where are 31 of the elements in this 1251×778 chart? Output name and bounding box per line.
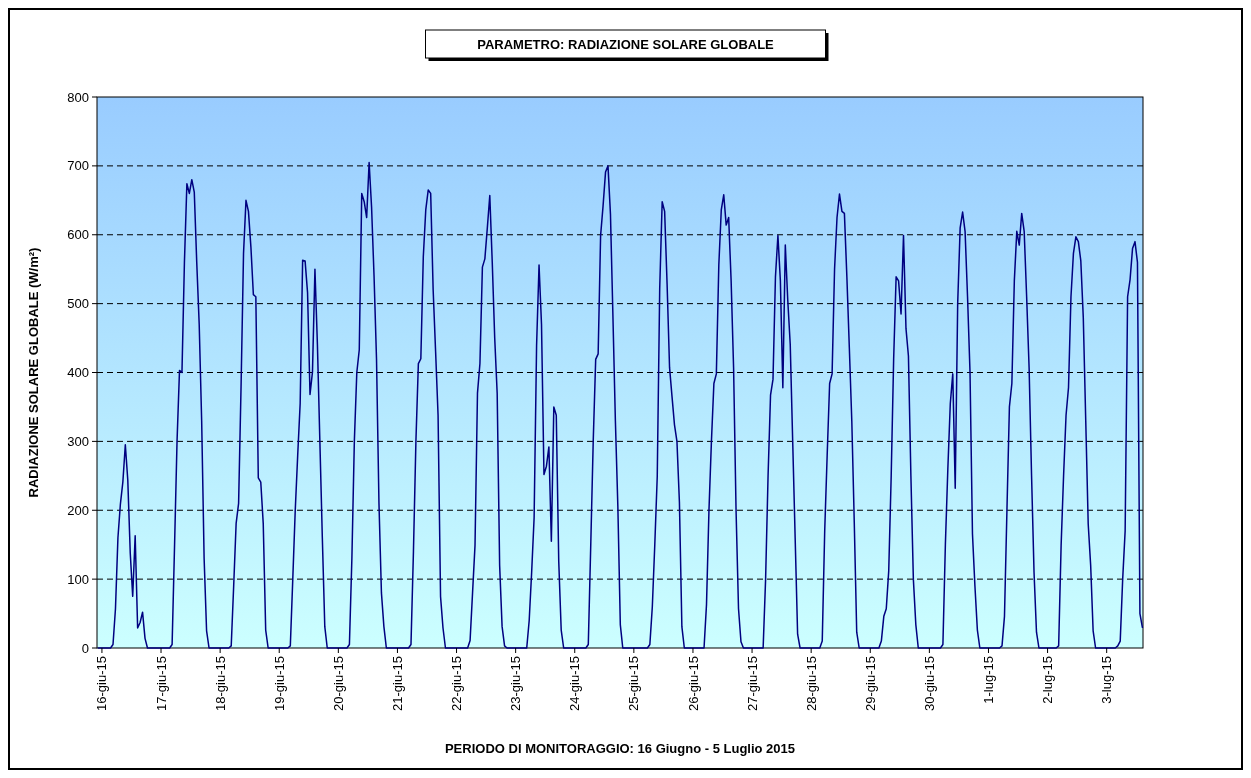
y-tick-label: 0	[81, 640, 89, 656]
y-tick-label: 200	[67, 502, 89, 518]
x-tick-label: 19-giu-15	[271, 656, 287, 711]
x-tick-label: 22-giu-15	[449, 656, 465, 711]
x-tick-label: 23-giu-15	[508, 656, 524, 711]
chart-title: PARAMETRO: RADIAZIONE SOLARE GLOBALE	[477, 37, 775, 52]
x-tick-label: 20-giu-15	[330, 656, 346, 711]
y-tick-label: 500	[67, 296, 89, 312]
y-tick-label: 600	[67, 227, 89, 243]
x-tick-label: 16-giu-15	[94, 656, 110, 711]
y-tick-label: 400	[67, 365, 89, 381]
x-tick-label: 3-lug-15	[1099, 656, 1115, 704]
x-tick-label: 18-giu-15	[212, 656, 228, 711]
y-tick-label: 100	[67, 571, 89, 587]
x-axis-title: PERIODO DI MONITORAGGIO: 16 Giugno - 5 Luglio 2015	[444, 741, 796, 756]
x-tick-label: 27-giu-15	[744, 656, 760, 711]
x-tick-label: 25-giu-15	[626, 656, 642, 711]
y-tick-label: 300	[67, 433, 89, 449]
x-tick-label: 2-lug-15	[1040, 656, 1056, 704]
x-tick-label: 1-lug-15	[981, 656, 997, 704]
x-tick-label: 28-giu-15	[803, 656, 819, 711]
x-tick-label: 30-giu-15	[921, 656, 937, 711]
y-tick-label: 700	[67, 158, 89, 174]
y-axis-title: RADIAZIONE SOLARE GLOBALE (W/m²)	[26, 247, 41, 498]
x-tick-label: 17-giu-15	[153, 656, 169, 711]
x-tick-label: 29-giu-15	[862, 656, 878, 711]
line-series	[97, 161, 1144, 649]
x-tick-label: 21-giu-15	[389, 656, 405, 711]
x-tick-label: 24-giu-15	[567, 656, 583, 711]
y-tick-label: 800	[67, 89, 89, 105]
x-tick-label: 26-giu-15	[685, 656, 701, 711]
